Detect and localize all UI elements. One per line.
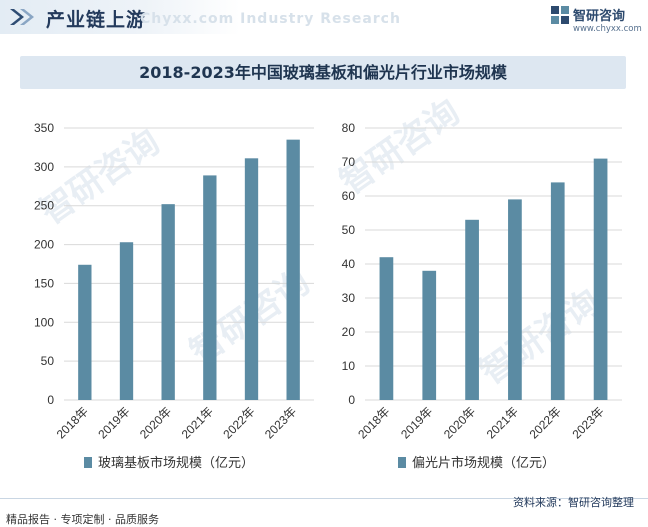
chart2-legend-swatch: [398, 457, 406, 468]
chart1-xtick-label: 2019年: [95, 404, 132, 441]
chart2-ytick-label: 80: [342, 121, 356, 135]
chart1-xtick-label: 2018年: [54, 404, 91, 441]
chart2-ytick-label: 40: [342, 257, 356, 271]
chart2-ytick-label: 50: [342, 223, 356, 237]
chart1-ytick-label: 250: [34, 199, 54, 213]
chart2-ytick-label: 0: [348, 393, 355, 407]
chart1-bar-2023年: [286, 139, 300, 400]
chart1-bar-2022年: [244, 158, 259, 400]
double-chevron-icon: [8, 7, 38, 31]
chart2-legend-label: 偏光片市场规模（亿元）: [412, 455, 555, 470]
chart1-ytick-label: 200: [34, 238, 54, 252]
chart1-xtick-label: 2021年: [179, 404, 216, 441]
source-note: 资料来源：智研咨询整理: [513, 496, 634, 509]
chart2-bar-2023年: [593, 158, 608, 400]
section-title: 产业链上游: [46, 9, 147, 31]
chart2-xtick-label: 2020年: [441, 404, 478, 441]
chart1-bar-2020年: [161, 204, 175, 400]
chart1-ytick-label: 150: [34, 276, 54, 290]
brand-name: 智研咨询: [573, 9, 626, 24]
chart1-bar-2021年: [203, 175, 217, 400]
footer: 精品报告 · 专项定制 · 品质服务 资料来源：智研咨询整理: [0, 496, 648, 527]
chart1-xtick-label: 2023年: [262, 404, 299, 441]
chart2-xtick-label: 2021年: [484, 404, 521, 441]
chart1-legend-label: 玻璃基板市场规模（亿元）: [98, 455, 254, 470]
chart-title-box: 2018-2023年中国玻璃基板和偏光片行业市场规模: [20, 56, 626, 89]
chart2-xtick-label: 2022年: [527, 404, 564, 441]
header-bar: [0, 0, 240, 34]
chart1-ytick-label: 300: [34, 160, 54, 174]
chart1-ytick-label: 350: [34, 121, 54, 135]
chart1-bar-2019年: [119, 242, 134, 400]
chart1-ytick-label: 100: [34, 315, 54, 329]
chart1-xtick-label: 2022年: [220, 404, 257, 441]
header: 产业链上游 Chyxx.com Industry Research 智研咨询 w…: [0, 0, 648, 38]
chart1-ytick-label: 0: [47, 393, 54, 407]
footer-tagline: 精品报告 · 专项定制 · 品质服务: [6, 513, 159, 526]
chart2-bar-2021年: [508, 199, 522, 400]
chart2-ytick-label: 70: [342, 155, 356, 169]
chart2-ytick-label: 30: [342, 291, 356, 305]
chart2-bar-2018年: [379, 257, 394, 400]
chart2-bar-2019年: [422, 270, 437, 400]
chart1-xtick-label: 2020年: [137, 404, 174, 441]
chart2-ytick-label: 20: [342, 325, 356, 339]
chart2-bar-2020年: [465, 219, 479, 400]
chart2-ytick-label: 10: [342, 359, 356, 373]
brand-url: www.chyxx.com: [573, 24, 642, 34]
chart2-ytick-label: 60: [342, 189, 356, 203]
chart2-xtick-label: 2023年: [569, 404, 606, 441]
brand-logo-icon: [550, 5, 570, 29]
chart1-legend-swatch: [84, 457, 92, 468]
chart-title: 2018-2023年中国玻璃基板和偏光片行业市场规模: [139, 63, 507, 82]
chart1-bar-2018年: [78, 264, 92, 400]
header-watermark: Chyxx.com Industry Research: [140, 11, 401, 27]
brand[interactable]: 智研咨询 www.chyxx.com: [550, 4, 642, 38]
chart2-xtick-label: 2018年: [355, 404, 392, 441]
chart1-ytick-label: 50: [41, 354, 55, 368]
chart2-xtick-label: 2019年: [398, 404, 435, 441]
chart2-bar-2022年: [550, 182, 565, 400]
